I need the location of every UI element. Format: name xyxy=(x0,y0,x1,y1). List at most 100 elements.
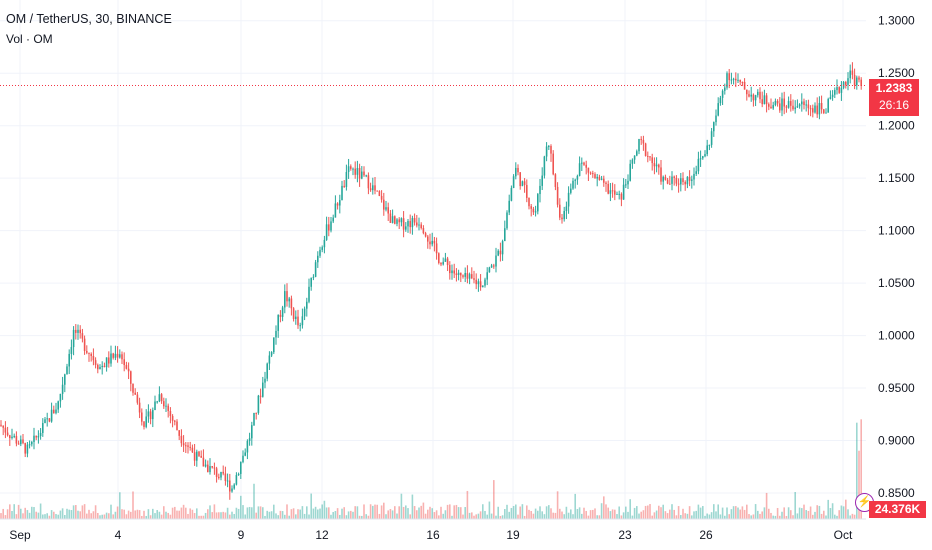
volume-bar xyxy=(290,509,293,519)
candle-body xyxy=(0,424,2,426)
candle-body xyxy=(638,139,640,152)
candle-body xyxy=(154,401,156,411)
candle-body xyxy=(416,222,418,226)
candle-body xyxy=(244,452,246,456)
volume-bar xyxy=(251,507,253,519)
candle-body xyxy=(215,468,218,477)
volume-bar xyxy=(607,507,609,519)
volume-bar xyxy=(851,513,854,519)
volume-bar xyxy=(752,514,755,519)
candle-body xyxy=(156,401,158,403)
candle-body xyxy=(684,181,686,185)
candle-body xyxy=(836,87,838,91)
volume-bar xyxy=(59,510,62,519)
candle-body xyxy=(317,255,319,263)
candle-body xyxy=(108,357,110,364)
candle-body xyxy=(686,176,689,185)
volume-bar xyxy=(352,511,354,519)
volume-bar xyxy=(242,505,244,519)
volume-bar xyxy=(97,512,99,519)
volume-bar xyxy=(770,512,772,519)
volume-bar xyxy=(638,513,640,519)
candle-body xyxy=(838,87,840,93)
volume-bar xyxy=(301,506,304,519)
candle-body xyxy=(242,455,244,462)
volume-bar xyxy=(191,509,194,519)
volume-bar xyxy=(209,505,211,519)
candle-body xyxy=(682,178,684,182)
candle-body xyxy=(488,267,491,273)
volume-indicator-title[interactable]: Vol · OM xyxy=(6,32,53,46)
candle-body xyxy=(411,218,414,228)
volume-bar xyxy=(127,510,130,519)
price-axis[interactable]: 0.8500 0.9000 0.9500 1.0000 1.0500 1.1000 1.15… xyxy=(878,14,915,500)
volume-bar xyxy=(526,505,528,519)
candle-body xyxy=(273,337,275,353)
candle-body xyxy=(618,193,620,195)
volume-bar xyxy=(22,513,24,519)
candle-body xyxy=(394,216,396,224)
candle-body xyxy=(24,443,26,454)
candle-body xyxy=(658,164,660,168)
candle-body xyxy=(50,409,53,422)
volume-bar xyxy=(266,510,268,519)
volume-bar xyxy=(820,513,823,519)
candle-body xyxy=(13,435,15,437)
candle-body xyxy=(669,183,671,185)
candle-body xyxy=(785,106,788,108)
volume-bar xyxy=(185,507,187,519)
candle-body xyxy=(277,314,279,331)
candle-body xyxy=(429,241,431,245)
candle-body xyxy=(136,394,139,403)
volume-bar xyxy=(145,515,147,519)
candle-body xyxy=(752,94,755,101)
volume-bar xyxy=(369,504,372,519)
candle-body xyxy=(607,183,609,194)
volume-bar xyxy=(325,507,328,519)
volume-bar xyxy=(248,506,251,519)
volume-bar xyxy=(110,504,112,519)
candle-body xyxy=(202,457,205,467)
candle-body xyxy=(829,97,832,100)
time-axis[interactable]: Sep 4 9 12 16 19 23 26 Oct xyxy=(9,528,853,542)
volume-bar xyxy=(809,506,812,519)
last-price-value: 1.2383 xyxy=(875,81,913,95)
time-tick-label: 12 xyxy=(315,528,329,542)
candle-body xyxy=(407,221,409,227)
candle-body xyxy=(812,108,814,113)
candle-body xyxy=(466,272,469,279)
candle-body xyxy=(235,475,238,485)
candle-body xyxy=(369,188,372,191)
symbol-title[interactable]: OM / TetherUS, 30, BINANCE xyxy=(6,12,172,26)
volume-bar xyxy=(341,508,343,519)
candle-body xyxy=(444,258,447,262)
volume-bar xyxy=(726,507,728,519)
volume-bar xyxy=(724,515,726,519)
volume-bar xyxy=(629,499,631,519)
candle-body xyxy=(519,172,521,187)
candle-body xyxy=(160,394,163,402)
candle-body xyxy=(224,473,227,481)
volume-bar xyxy=(198,515,200,519)
volume-bar xyxy=(174,506,176,519)
candle-body xyxy=(101,365,103,367)
volume-bar xyxy=(167,512,169,519)
volume-bar xyxy=(435,510,438,519)
candle-body xyxy=(169,410,172,417)
volume-bar xyxy=(559,508,561,519)
volume-bar xyxy=(422,502,425,519)
volume-bar xyxy=(592,509,594,519)
grid-lines xyxy=(0,0,866,519)
candle-body xyxy=(490,265,493,268)
candle-body xyxy=(719,97,722,104)
volume-bar xyxy=(818,505,821,519)
volume-bar xyxy=(323,500,326,519)
candle-body xyxy=(4,427,7,433)
candle-body xyxy=(622,184,625,200)
candle-body xyxy=(609,190,612,194)
candle-body xyxy=(704,154,706,157)
price-tick-label: 0.9000 xyxy=(878,434,915,448)
candle-series xyxy=(0,62,862,500)
volume-bar xyxy=(741,506,744,519)
